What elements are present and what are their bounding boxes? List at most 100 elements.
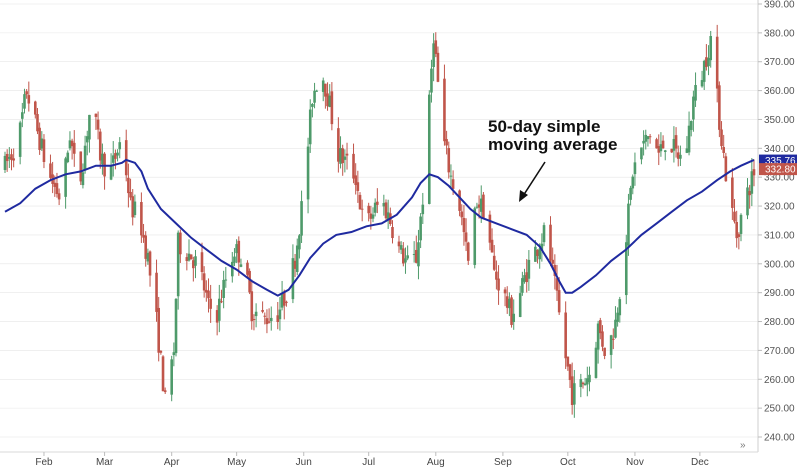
x-tick-label-jun: Jun [296,457,312,468]
candle-down [369,213,373,219]
candle-up [583,383,587,386]
y-tick-label: 290.00 [764,288,795,299]
annotation-line-1: 50-day simple [488,117,600,136]
candle-up [419,216,422,241]
candle-up [81,172,85,186]
candle-down [488,214,492,243]
candle-down [603,347,606,356]
candle-down [98,131,102,161]
candle-down [451,179,455,189]
candle-down [345,153,349,156]
y-tick-label: 390.00 [764,0,795,11]
candle-down [252,318,256,321]
x-tick-label-apr: Apr [164,457,180,468]
candle-up [66,152,70,163]
candle-up [321,80,325,92]
candle-up [291,258,295,300]
candle-down [25,91,28,95]
candle-down [737,234,741,237]
candle-up [85,136,89,143]
candle-down [443,78,446,142]
candle-down [127,177,130,194]
candle-down [466,242,470,261]
y-tick-label: 330.00 [764,173,795,184]
candle-down [185,257,189,262]
candle-up [750,171,754,194]
candle-down [202,273,206,291]
candle-up [133,201,137,216]
candle-up [689,120,693,130]
candle-down [38,127,41,150]
candle-up [313,90,316,103]
x-tick-label-mar: Mar [96,457,114,468]
candle-down [114,153,117,159]
candle-down [555,278,559,291]
candle-down [564,312,567,359]
candle-up [640,147,643,160]
double-chevron-right-icon[interactable]: » [740,440,746,451]
candle-up [116,152,119,156]
candle-down [536,250,539,256]
candle-down [464,232,468,242]
candle-down [434,40,438,54]
candle-down [42,139,46,162]
candle-up [101,153,104,165]
candle-up [404,258,407,263]
candle-down [352,153,355,179]
candle-down [510,297,513,325]
y-tick-label: 270.00 [764,346,795,357]
candle-up [538,248,541,260]
candle-down [497,278,500,291]
candle-down [237,240,241,263]
candle-down [220,301,223,303]
candle-down [94,113,98,117]
candle-up [700,80,704,87]
candle-up [596,323,600,350]
candle-up [475,206,479,208]
candle-up [187,253,191,261]
candle-up [3,155,7,170]
last-price-value-1: 335.76 [765,156,796,167]
candle-up [586,378,589,385]
candle-up [176,232,180,297]
candle-down [207,290,210,299]
candle-up [687,125,691,153]
candle-up [588,374,591,383]
candle-up [343,156,347,160]
candle-down [341,148,344,164]
candle-down [676,152,680,159]
candle-down [436,52,440,82]
candle-up [540,243,544,251]
candle-up [83,145,87,171]
candle-down [330,91,334,125]
candle-up [40,138,44,149]
candle-up [642,140,645,144]
candle-down [155,272,158,312]
candle-down [611,338,615,340]
candle-down [285,301,288,303]
candle-down [49,163,52,178]
candle-down [495,271,498,280]
candle-down [505,296,509,308]
x-tick-labels: Feb Mar Apr May Jun Jul Aug Sep Oct Nov Dec [35,452,709,468]
candle-up [254,311,258,317]
candle-down [70,140,74,147]
candle-up [300,201,303,236]
candle-down [674,135,678,149]
candle-up [280,293,284,308]
candle-down [209,298,212,309]
candle-down [129,191,132,198]
candle-down [549,224,552,261]
candle-up [631,176,635,189]
candle-down [733,211,736,222]
candle-down [192,260,195,269]
candle-up [417,242,420,267]
candle-down [599,320,602,334]
candle-up [644,134,648,142]
candle-up [479,198,483,212]
candle-up [382,203,386,207]
candle-down [124,140,128,176]
